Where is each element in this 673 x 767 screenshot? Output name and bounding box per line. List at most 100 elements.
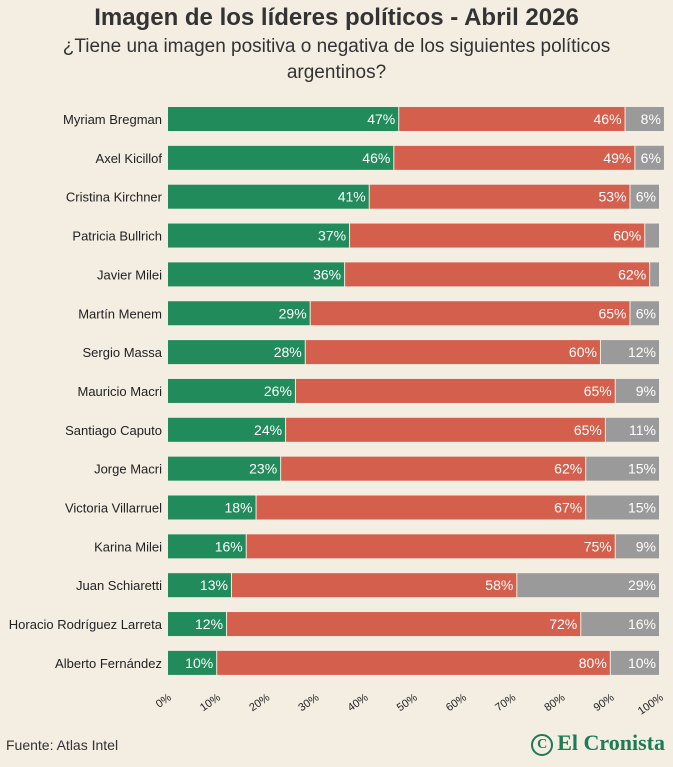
data-label: 9% xyxy=(636,538,656,554)
stacked-bar-chart: Myriam Bregman 47% 46% 8% Axel Kicillof 46% 49… xyxy=(9,107,666,718)
data-label: 9% xyxy=(636,383,656,399)
x-tick-label: 40% xyxy=(346,692,371,715)
data-label: 65% xyxy=(598,305,626,321)
category-label: Myriam Bregman xyxy=(63,112,162,127)
data-label: 58% xyxy=(485,577,513,593)
category-label: Javier Milei xyxy=(97,267,162,282)
data-label: 67% xyxy=(554,500,582,516)
category-label: Santiago Caputo xyxy=(65,423,162,438)
bar-segment xyxy=(168,262,345,287)
bar-segment xyxy=(168,456,281,481)
data-label: 24% xyxy=(254,422,282,438)
data-label: 60% xyxy=(569,344,597,360)
data-label: 6% xyxy=(636,189,656,205)
x-tick-label: 60% xyxy=(444,692,469,715)
data-label: 16% xyxy=(215,538,243,554)
bar-segment xyxy=(645,223,659,248)
bar-segment xyxy=(246,534,615,559)
data-label: 10% xyxy=(185,655,213,671)
bar-segment xyxy=(305,340,600,365)
data-label: 37% xyxy=(318,228,346,244)
bar-segment xyxy=(399,107,625,131)
data-label: 47% xyxy=(367,111,395,127)
category-label: Axel Kicillof xyxy=(96,151,163,166)
bar-segment xyxy=(168,650,217,675)
bar-segment xyxy=(281,456,586,481)
bar-segment xyxy=(168,223,350,248)
chart-subtitle: ¿Tiene una imagen positiva o negativa de… xyxy=(62,36,611,83)
category-label: Karina Milei xyxy=(94,539,162,554)
x-tick-label: 10% xyxy=(198,692,223,715)
category-label: Victoria Villarruel xyxy=(65,501,162,516)
category-label: Juan Schiaretti xyxy=(76,578,162,593)
category-label: Sergio Massa xyxy=(83,345,163,360)
bar-segment xyxy=(295,378,615,403)
bar-segment xyxy=(625,107,664,131)
category-label: Martín Menem xyxy=(78,306,162,321)
x-tick-label: 50% xyxy=(395,692,420,715)
bar-segment xyxy=(168,573,231,598)
bar-segment xyxy=(168,340,305,365)
data-label: 65% xyxy=(584,383,612,399)
data-label: 13% xyxy=(200,577,228,593)
x-tick-label: 80% xyxy=(542,692,567,715)
bar-segment xyxy=(610,650,659,675)
bar-segment xyxy=(630,184,659,209)
bar-segment xyxy=(256,495,586,520)
bar-segment xyxy=(168,145,394,170)
data-label: 72% xyxy=(549,616,577,632)
data-label: 80% xyxy=(579,655,607,671)
bar-segment xyxy=(168,495,256,520)
x-tick-label: 70% xyxy=(493,692,518,715)
data-label: 53% xyxy=(598,189,626,205)
data-label: 28% xyxy=(274,344,302,360)
category-label: Mauricio Macri xyxy=(77,384,162,399)
bar-segment xyxy=(350,223,645,248)
circled-c-icon: C xyxy=(531,734,554,756)
bar-segment xyxy=(630,301,659,326)
category-label: Horacio Rodríguez Larreta xyxy=(9,617,163,632)
bar-segment xyxy=(635,145,664,170)
bar-segment xyxy=(168,184,369,209)
data-label: 16% xyxy=(628,616,656,632)
bar-segment xyxy=(168,417,286,442)
x-tick-label: 0% xyxy=(154,692,174,711)
data-label: 36% xyxy=(313,266,341,282)
data-label: 11% xyxy=(629,422,656,438)
data-label: 23% xyxy=(249,461,277,477)
bar-segment xyxy=(227,612,581,637)
data-label: 29% xyxy=(279,305,307,321)
bar-segment xyxy=(168,107,399,131)
brand-logo: C El Cronista xyxy=(531,730,665,756)
bar-segment xyxy=(581,612,659,637)
bar-segment xyxy=(586,456,659,481)
data-label: 10% xyxy=(628,655,656,671)
bar-segment xyxy=(394,145,635,170)
data-label: 15% xyxy=(628,461,656,477)
data-label: 62% xyxy=(554,461,582,477)
bar-segment xyxy=(217,650,610,675)
bar-segment xyxy=(605,417,659,442)
bar-segment xyxy=(168,378,295,403)
data-label: 6% xyxy=(636,305,656,321)
data-label: 18% xyxy=(225,500,253,516)
bar-segment xyxy=(168,301,310,326)
x-tick-label: 30% xyxy=(296,692,321,715)
bar-segment xyxy=(615,534,659,559)
data-label: 26% xyxy=(264,383,292,399)
data-label: 41% xyxy=(338,189,366,205)
x-tick-label: 100% xyxy=(636,692,666,718)
data-label: 46% xyxy=(362,150,390,166)
data-label: 12% xyxy=(195,616,223,632)
data-label: 75% xyxy=(584,538,612,554)
data-label: 15% xyxy=(628,500,656,516)
bar-segment xyxy=(615,378,659,403)
bar-segment xyxy=(586,495,659,520)
bar-segment xyxy=(286,417,605,442)
data-label: 12% xyxy=(628,344,656,360)
bar-segment xyxy=(231,573,517,598)
data-label: 46% xyxy=(594,111,622,127)
data-label: 6% xyxy=(641,150,661,166)
brand-name: El Cronista xyxy=(557,730,665,755)
bar-segment xyxy=(345,262,650,287)
